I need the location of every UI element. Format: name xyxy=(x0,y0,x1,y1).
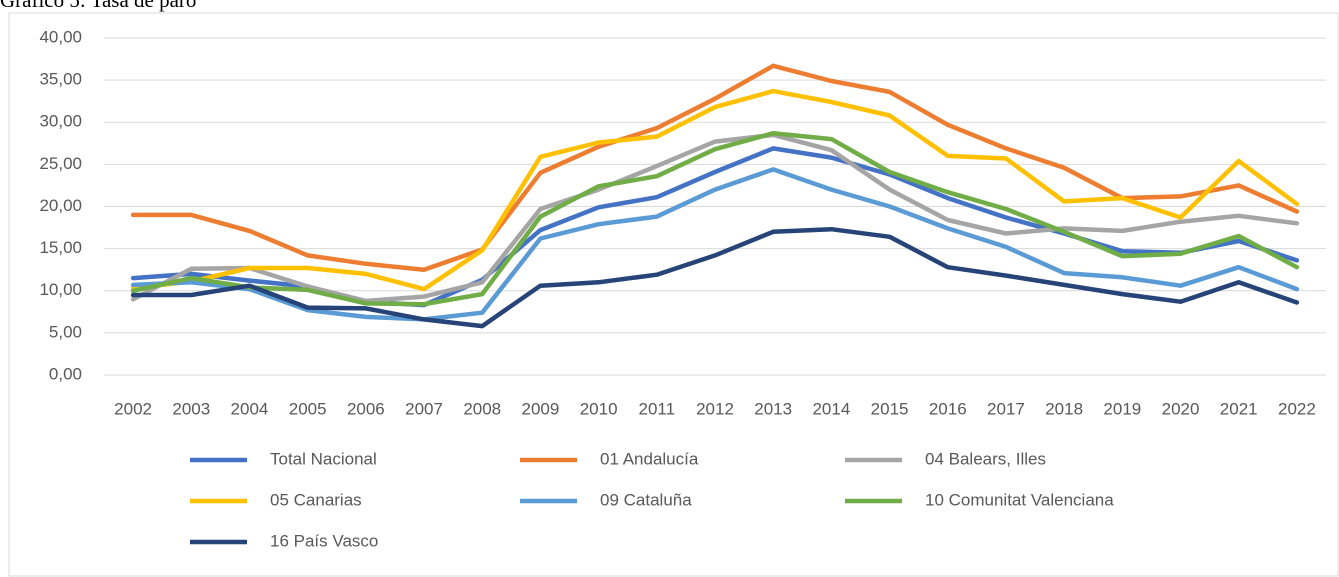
y-tick-label: 40,00 xyxy=(39,27,82,46)
x-tick-label: 2012 xyxy=(696,399,734,418)
legend-label: 05 Canarias xyxy=(270,490,362,509)
x-tick-label: 2003 xyxy=(172,399,210,418)
legend-label: Total Nacional xyxy=(270,449,377,468)
chart-title: Gráfico 5: Tasa de paro xyxy=(0,0,196,12)
legend-label: 01 Andalucía xyxy=(600,449,699,468)
x-tick-label: 2019 xyxy=(1103,399,1141,418)
x-tick-label: 2014 xyxy=(812,399,850,418)
x-tick-label: 2013 xyxy=(754,399,792,418)
legend-label: 10 Comunitat Valenciana xyxy=(925,490,1114,509)
x-tick-label: 2005 xyxy=(289,399,327,418)
y-tick-label: 20,00 xyxy=(39,196,82,215)
y-tick-label: 35,00 xyxy=(39,70,82,89)
y-tick-label: 15,00 xyxy=(39,238,82,257)
x-tick-label: 2017 xyxy=(987,399,1025,418)
y-tick-label: 10,00 xyxy=(39,280,82,299)
y-tick-label: 5,00 xyxy=(49,322,82,341)
y-tick-label: 0,00 xyxy=(49,364,82,383)
series-line xyxy=(130,132,1300,304)
series-line xyxy=(130,167,1300,322)
x-tick-label: 2021 xyxy=(1220,399,1258,418)
legend-label: 16 País Vasco xyxy=(270,531,378,550)
series-line xyxy=(130,130,1300,307)
x-tick-label: 2007 xyxy=(405,399,443,418)
x-tick-label: 2018 xyxy=(1045,399,1083,418)
y-tick-label: 30,00 xyxy=(39,112,82,131)
x-tick-label: 2006 xyxy=(347,399,385,418)
series-line xyxy=(130,146,1300,308)
legend-label: 04 Balears, Illes xyxy=(925,449,1046,468)
x-tick-label: 2020 xyxy=(1162,399,1200,418)
y-tick-label: 25,00 xyxy=(39,154,82,173)
series-line xyxy=(130,88,1300,292)
x-tick-label: 2010 xyxy=(580,399,618,418)
x-tick-label: 2016 xyxy=(929,399,967,418)
x-tick-label: 2008 xyxy=(463,399,501,418)
legend-label: 09 Cataluña xyxy=(600,490,692,509)
x-tick-label: 2009 xyxy=(522,399,560,418)
series-line xyxy=(130,63,1300,272)
x-tick-label: 2022 xyxy=(1278,399,1316,418)
x-tick-label: 2002 xyxy=(114,399,152,418)
x-tick-label: 2004 xyxy=(231,399,269,418)
x-tick-label: 2011 xyxy=(639,399,676,418)
series-line xyxy=(130,226,1300,329)
chart-frame xyxy=(8,12,1339,577)
x-tick-label: 2015 xyxy=(871,399,909,418)
